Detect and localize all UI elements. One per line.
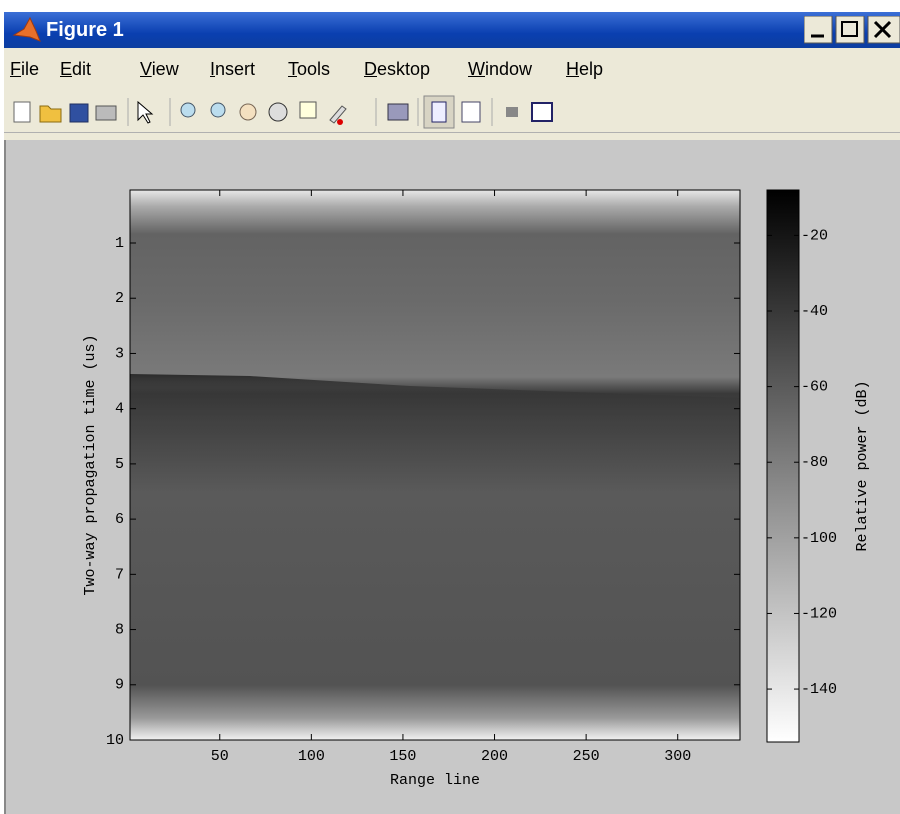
y-axis-label: Two-way propagation time (us) [82,334,99,595]
figure-canvas: 50 100 150 200 250 300 1 2 3 4 5 6 7 8 9 10 Range line Tw… [6,140,900,814]
x-tick-label: 250 [573,748,600,765]
app-icon [12,16,41,42]
menu-item[interactable]: Desktop [364,59,431,79]
x-axis-label: Range line [390,772,480,789]
menu-item[interactable]: View [140,59,179,79]
x-tick-label: 300 [664,748,691,765]
y-tick-label: 8 [115,622,124,639]
colorbar-tick-label: -120 [801,605,837,622]
toolbar-icons[interactable] [4,92,724,132]
y-tick-label: 9 [115,677,124,694]
colorbar [766,189,800,743]
y-tick-label: 7 [115,566,124,583]
y-tick-label: 2 [115,290,124,307]
menu-item[interactable]: Edit [60,59,92,79]
menu-item[interactable]: Insert [210,59,256,79]
window-title: Figure 1 [46,19,124,41]
x-tick-label: 200 [481,748,508,765]
menu-item[interactable]: Window [468,59,533,79]
window-buttons[interactable] [804,16,900,46]
colorbar-tick-label: -80 [801,454,828,471]
axes-frame [129,189,741,741]
colorbar-label: Relative power (dB) [854,380,871,551]
x-tick-label: 150 [389,748,416,765]
y-tick-label: 1 [115,235,124,252]
toolbar [4,92,900,133]
y-tick-label: 5 [115,456,124,473]
menu-bar: File Edit View Insert Tools Desktop Window Help [4,56,900,86]
menu-item[interactable]: Tools [288,59,331,79]
figure-area: 50 100 150 200 250 300 1 2 3 4 5 6 7 8 9 10 Range line Tw… [4,140,900,814]
radargram-reflector [130,374,740,470]
y-tick-label: 10 [106,732,124,749]
colorbar-tick-label: -40 [801,303,828,320]
y-tick-label: 6 [115,511,124,528]
colorbar-tick-label: -100 [801,530,837,547]
menu-item[interactable]: Help [566,59,604,79]
title-bar: Figure 1 [4,12,900,48]
y-tick-label: 4 [115,401,124,418]
x-tick-label: 50 [211,748,229,765]
colorbar-tick-label: -20 [801,227,828,244]
x-tick-label: 100 [298,748,325,765]
colorbar-tick-label: -140 [801,681,837,698]
y-tick-label: 3 [115,345,124,362]
menu-item[interactable]: File [10,59,40,79]
colorbar-tick-label: -60 [801,379,828,396]
